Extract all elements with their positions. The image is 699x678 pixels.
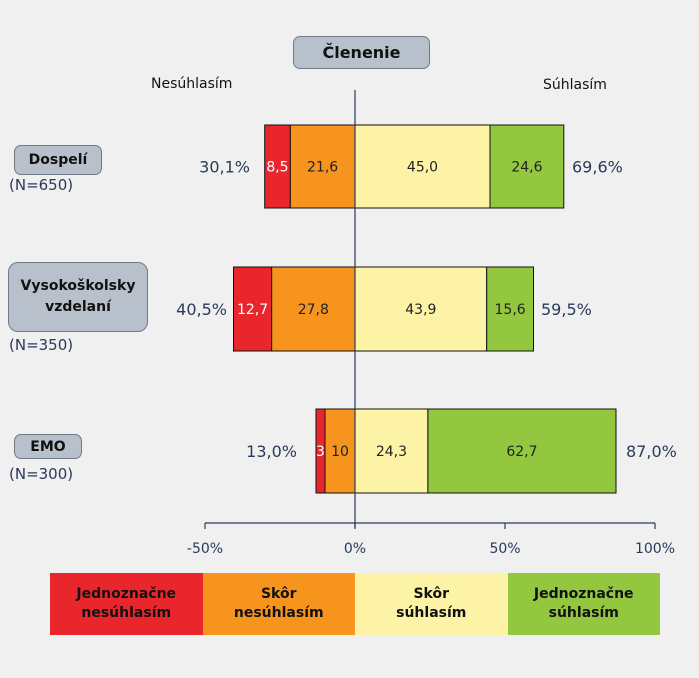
bar-2-series-0 <box>315 408 326 494</box>
x-tick-label-minus-50: -50% <box>187 541 223 557</box>
legend-item-rather-agree: Skôr súhlasím <box>355 573 508 635</box>
bar-1-series-0 <box>233 266 273 352</box>
x-tick-label-fifty: 50% <box>489 541 520 557</box>
bar-2-series-3 <box>427 408 617 494</box>
bar-label-1-series-3: 15,6 <box>495 302 526 318</box>
bar-label-2-series-3: 62,7 <box>506 444 537 460</box>
category-label-dospeli: Dospelí <box>14 145 102 175</box>
category-label-emo: EMO <box>14 434 82 459</box>
positive-total-2: 87,0% <box>626 442 677 461</box>
bar-label-0-series-2: 45,0 <box>407 160 438 176</box>
negative-total-1: 40,5% <box>176 300 227 319</box>
bar-label-2-series-1: 10 <box>331 444 349 460</box>
negative-total-0: 30,1% <box>199 158 250 177</box>
bar-1-series-2 <box>354 266 488 352</box>
left-side-label: Nesúhlasím <box>151 76 233 92</box>
chart-title: Členenie <box>293 36 430 69</box>
x-tick-label-zero: 0% <box>344 541 366 557</box>
bar-label-0-series-3: 24,6 <box>511 160 542 176</box>
bar-label-0-series-1: 21,6 <box>307 160 338 176</box>
legend: Jednoznačne nesúhlasím Skôr nesúhlasím S… <box>50 573 660 635</box>
legend-item-strongly-agree: Jednoznačne súhlasím <box>507 573 660 635</box>
negative-total-2: 13,0% <box>246 442 297 461</box>
bar-0-series-2 <box>354 124 491 209</box>
x-tick-label-hundred: 100% <box>635 541 675 557</box>
bar-0-series-3 <box>489 124 565 209</box>
right-side-label: Súhlasím <box>543 77 607 93</box>
bar-label-1-series-0: 12,7 <box>237 302 268 318</box>
category-n-emo: (N=300) <box>9 465 74 483</box>
bar-label-2-series-0: 3 <box>316 444 325 460</box>
bar-0-series-0 <box>264 124 291 209</box>
category-n-dospeli: (N=650) <box>9 176 74 194</box>
bar-0-series-1 <box>289 124 356 209</box>
bar-2-series-2 <box>354 408 429 494</box>
legend-item-strongly-disagree: Jednoznačne nesúhlasím <box>50 573 203 635</box>
bar-label-0-series-0: 8,5 <box>266 160 288 176</box>
positive-total-1: 59,5% <box>541 300 592 319</box>
category-n-vysokoskolsky: (N=350) <box>9 336 74 354</box>
bar-1-series-3 <box>486 266 535 352</box>
bar-label-2-series-2: 24,3 <box>376 444 407 460</box>
bar-label-1-series-1: 27,8 <box>298 302 329 318</box>
legend-item-rather-disagree: Skôr nesúhlasím <box>202 573 355 635</box>
bar-label-1-series-2: 43,9 <box>405 302 436 318</box>
category-label-vysokoskolsky: Vysokoškolsky vzdelaní <box>8 262 148 332</box>
positive-total-0: 69,6% <box>572 158 623 177</box>
